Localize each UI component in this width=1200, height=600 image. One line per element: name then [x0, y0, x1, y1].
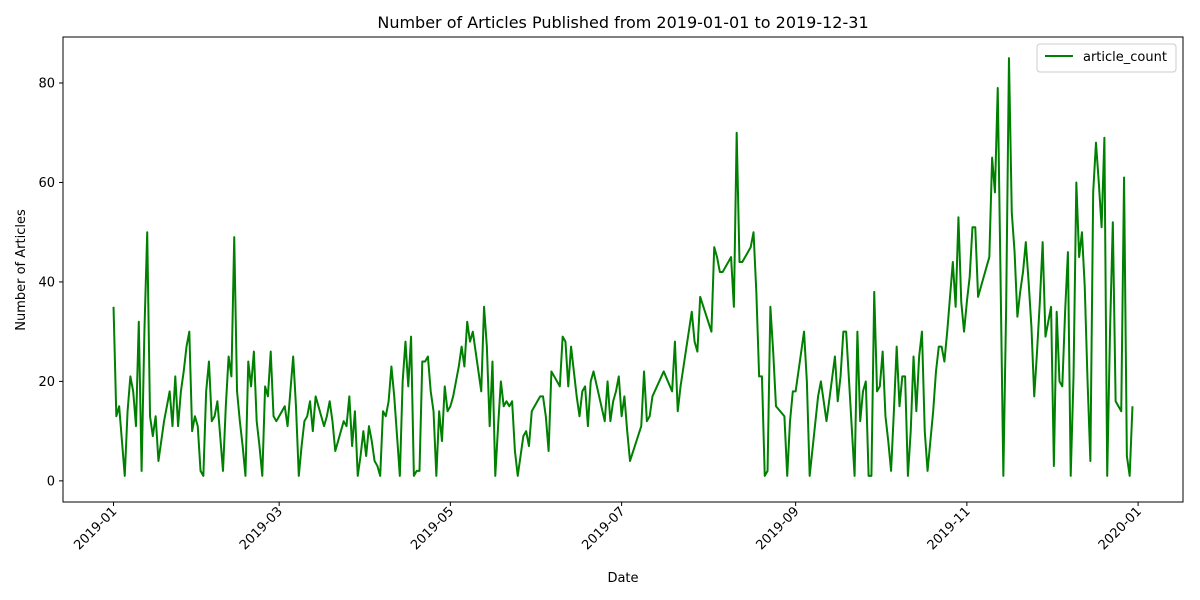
y-tick-label: 60 [38, 176, 55, 191]
y-axis: 0 20 40 60 80 [38, 77, 63, 489]
x-axis-label: Date [607, 571, 638, 586]
y-tick-label: 0 [47, 474, 55, 489]
y-tick-label: 40 [38, 275, 55, 290]
legend-box [1036, 43, 1177, 73]
chart-title: Number of Articles Published from 2019-0… [377, 13, 868, 32]
series-line-article-count [112, 57, 1134, 477]
plot-area [62, 36, 1184, 503]
y-tick-label: 80 [38, 77, 55, 92]
legend-label-article-count: article_count [1083, 50, 1167, 65]
y-tick-label: 20 [38, 375, 55, 390]
series-layer [112, 57, 1134, 477]
y-axis-label: Number of Articles [14, 209, 29, 331]
legend: article_count [1036, 43, 1177, 73]
plot-frame [62, 36, 1184, 503]
